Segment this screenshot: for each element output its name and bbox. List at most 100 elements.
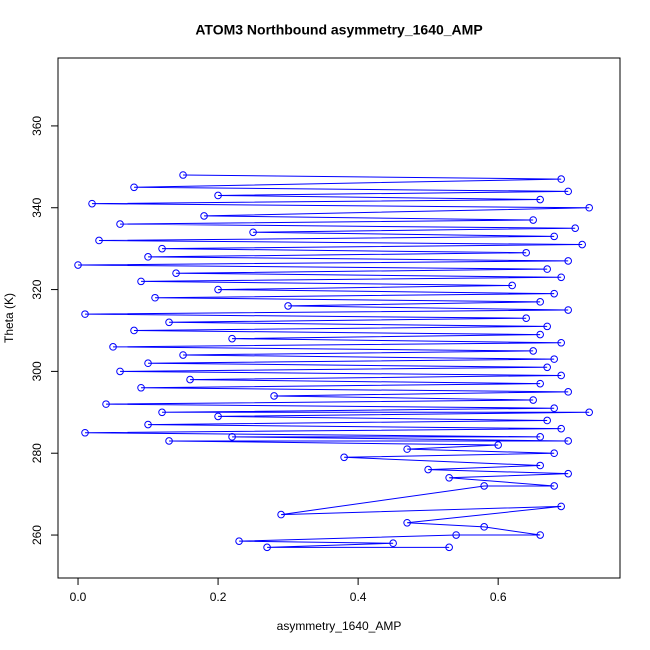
point	[543, 265, 551, 273]
point	[284, 302, 292, 310]
point	[557, 371, 565, 380]
point	[543, 363, 551, 372]
chart-title: ATOM3 Northbound asymmetry_1640_AMP	[195, 22, 482, 38]
point	[403, 518, 411, 527]
point	[179, 171, 187, 179]
point	[550, 482, 558, 490]
plot-box	[57, 57, 621, 579]
point	[165, 437, 173, 445]
point	[571, 224, 579, 232]
point	[543, 416, 551, 425]
point	[144, 420, 152, 429]
point	[480, 482, 488, 490]
point	[550, 355, 558, 363]
point	[137, 277, 145, 286]
point	[445, 473, 453, 482]
point	[529, 216, 537, 224]
point	[214, 285, 222, 294]
y-axis-label: Theta (K)	[2, 293, 16, 343]
point	[522, 248, 530, 257]
y-tick-label: 320	[30, 279, 44, 299]
y-tick-label: 300	[30, 361, 44, 381]
point	[277, 510, 285, 519]
point	[249, 228, 257, 237]
point	[130, 326, 138, 335]
point	[557, 338, 565, 347]
point	[564, 469, 572, 478]
point	[172, 269, 180, 278]
point	[179, 351, 187, 359]
point	[228, 334, 236, 343]
point	[340, 453, 348, 462]
point	[557, 273, 565, 282]
point	[270, 392, 278, 400]
point	[116, 367, 124, 376]
point	[536, 433, 544, 441]
point	[480, 523, 488, 531]
point	[74, 261, 82, 269]
point	[585, 408, 593, 417]
point	[550, 232, 558, 241]
point	[536, 461, 544, 470]
point	[403, 445, 411, 453]
point	[578, 240, 586, 249]
point	[109, 343, 117, 351]
point	[130, 183, 138, 192]
point	[585, 203, 593, 212]
point	[88, 199, 96, 208]
x-tick-label: 0.0	[70, 590, 87, 604]
point	[158, 244, 166, 253]
point	[557, 175, 565, 183]
point	[214, 191, 222, 200]
point	[137, 383, 145, 392]
y-tick-label: 340	[30, 197, 44, 217]
point	[424, 465, 432, 474]
x-tick-label: 0.2	[210, 590, 227, 604]
point	[557, 502, 565, 511]
point	[494, 441, 502, 449]
point	[81, 310, 89, 318]
point	[389, 539, 397, 548]
point	[543, 322, 551, 331]
series-line	[78, 174, 590, 548]
point	[158, 408, 166, 417]
point	[144, 253, 152, 261]
point	[81, 428, 89, 437]
point	[263, 543, 271, 552]
point	[529, 347, 537, 355]
point	[445, 543, 453, 552]
y-tick-label: 280	[30, 443, 44, 463]
point	[550, 289, 558, 298]
point	[564, 306, 572, 314]
point	[564, 437, 572, 445]
point	[151, 293, 159, 302]
y-tick-label: 260	[30, 525, 44, 545]
point	[200, 212, 208, 220]
point	[102, 400, 110, 408]
point	[214, 412, 222, 421]
point	[228, 433, 236, 441]
point	[536, 379, 544, 388]
point	[508, 281, 516, 290]
point	[522, 314, 530, 323]
point	[557, 424, 565, 433]
point	[536, 531, 544, 539]
point	[95, 236, 103, 245]
point	[536, 195, 544, 204]
x-tick-label: 0.4	[350, 590, 367, 604]
point	[165, 318, 173, 327]
point	[550, 449, 558, 458]
point	[116, 220, 124, 228]
point	[144, 359, 152, 368]
point	[564, 257, 572, 265]
point	[564, 187, 572, 196]
point	[536, 298, 544, 306]
x-tick-label: 0.6	[490, 590, 507, 604]
point	[564, 388, 572, 396]
point	[452, 531, 460, 539]
point	[529, 396, 537, 404]
point	[536, 330, 544, 339]
point	[235, 537, 243, 545]
x-axis-label: asymmetry_1640_AMP	[277, 619, 402, 633]
